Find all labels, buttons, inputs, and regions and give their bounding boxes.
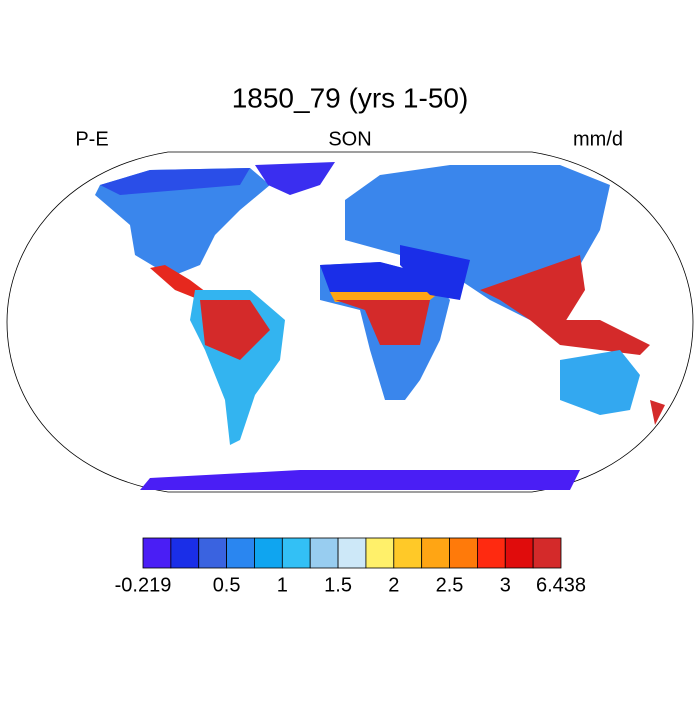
colorbar-tick-label: 2 — [388, 574, 399, 596]
amazon — [200, 300, 270, 360]
colorbar-box — [309, 537, 339, 569]
title: 1850_79 (yrs 1-50) — [232, 82, 469, 113]
colorbar-tick-label: 0.5 — [213, 574, 241, 596]
left-label: P-E — [75, 128, 108, 150]
colorbar-box — [449, 537, 478, 569]
central-africa — [335, 300, 430, 345]
colorbar-box — [532, 537, 562, 569]
colorbar-box — [476, 537, 506, 569]
north-america-north — [100, 168, 250, 195]
colorbar-box — [142, 537, 172, 569]
colorbar-box — [254, 537, 283, 569]
new-zealand — [650, 400, 665, 425]
colorbar-box — [393, 537, 423, 569]
greenland — [255, 162, 335, 195]
south-asia — [480, 255, 585, 330]
right-label: mm/d — [573, 128, 623, 150]
colorbar-box — [170, 537, 200, 569]
middle-east — [400, 245, 470, 300]
colorbar-box — [281, 537, 311, 569]
colorbar-tick-label: 3 — [500, 574, 511, 596]
center-label: SON — [328, 128, 371, 150]
sahara — [320, 262, 440, 292]
australia — [560, 350, 640, 415]
colorbar-tick-label: -0.219 — [115, 574, 172, 596]
colorbar-box — [198, 537, 228, 569]
colorbar-box — [365, 537, 395, 569]
colorbar-tick-label: 6.438 — [536, 574, 586, 596]
colorbar-box — [226, 537, 255, 569]
colorbar-tick-label: 1.5 — [324, 574, 352, 596]
colorbar-box — [421, 537, 450, 569]
colorbar-tick-label: 1 — [277, 574, 288, 596]
antarctica — [140, 470, 580, 490]
indonesia — [530, 320, 650, 355]
colorbar-box — [337, 537, 367, 569]
north-america — [95, 168, 270, 275]
colorbar: -0.219 0.5 1 1.5 2 2.5 3 6.438 — [115, 537, 586, 596]
colorbar-tick-label: 2.5 — [436, 574, 464, 596]
sahel — [330, 292, 440, 302]
map — [6, 151, 694, 493]
colorbar-box — [504, 537, 534, 569]
